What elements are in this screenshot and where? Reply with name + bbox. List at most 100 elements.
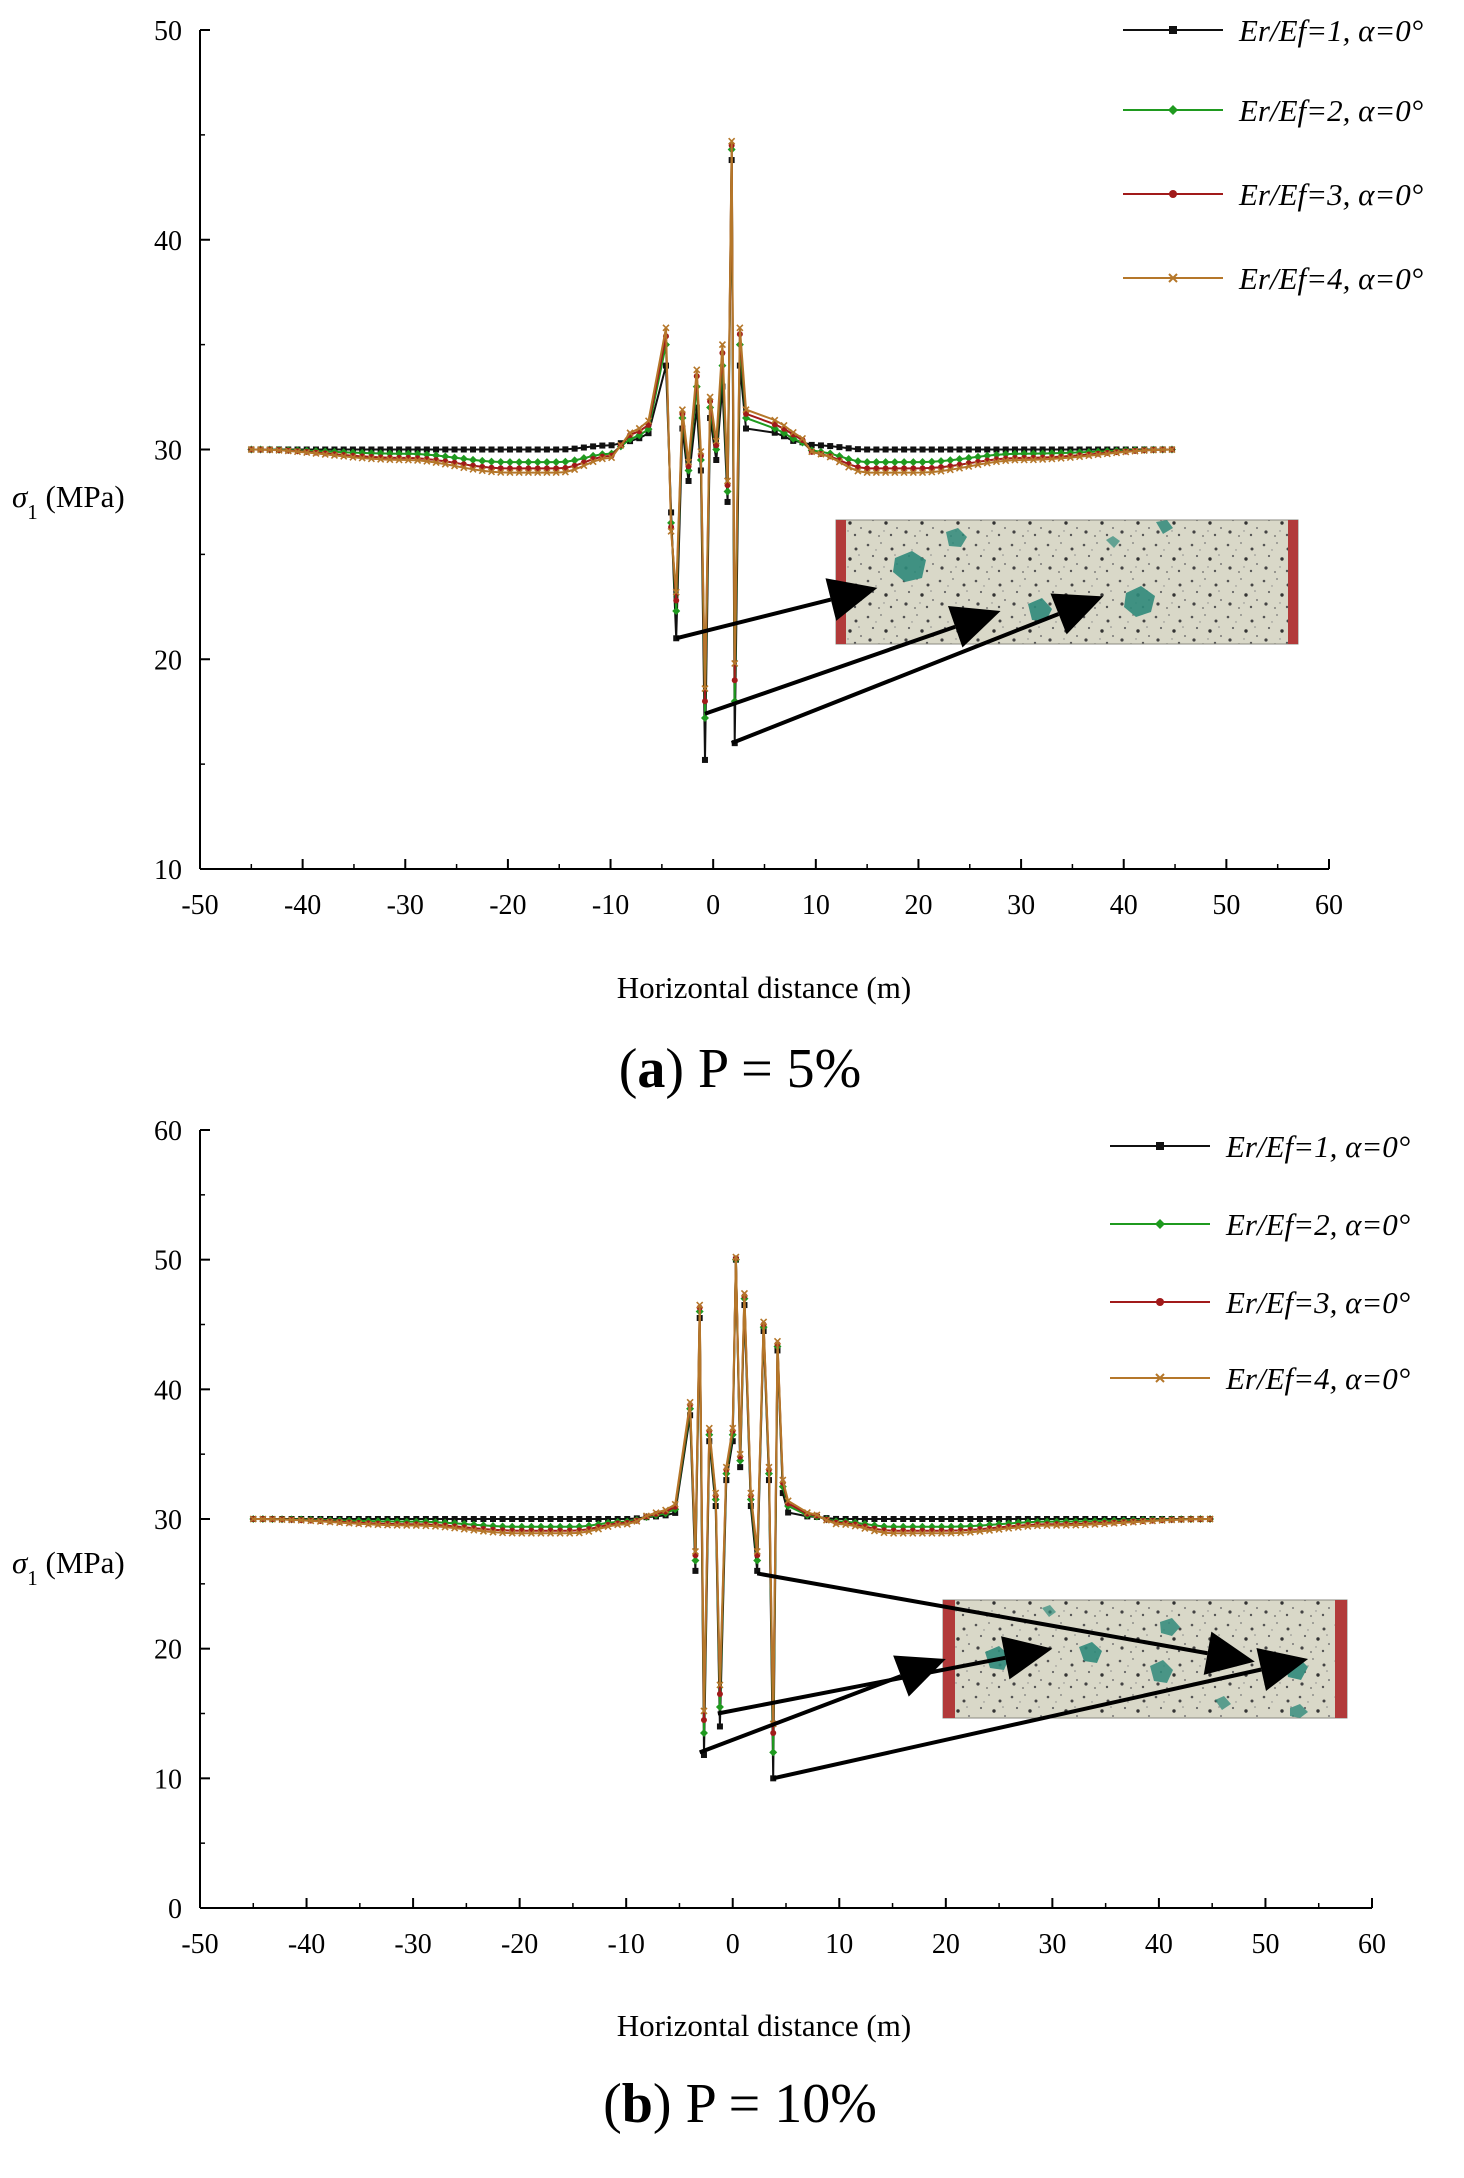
- data-point: [1020, 456, 1028, 464]
- legend-item: Er/Ef=1, α=0°: [1110, 1129, 1410, 1164]
- data-point: [871, 1516, 878, 1522]
- data-point: [919, 465, 926, 472]
- data-point: [469, 465, 477, 473]
- legend-item: Er/Ef=2, α=0°: [1110, 1207, 1410, 1242]
- data-point: [771, 416, 779, 424]
- data-point: [451, 1516, 458, 1522]
- data-point: [469, 455, 478, 464]
- data-point: [1131, 447, 1139, 455]
- x-tick-label: 10: [825, 1929, 853, 1960]
- data-point: [1112, 449, 1121, 457]
- data-point: [515, 458, 524, 467]
- data-point: [1033, 1522, 1042, 1530]
- data-point: [872, 458, 881, 467]
- data-point: [414, 456, 422, 464]
- data-point: [873, 446, 880, 453]
- data-point: [441, 460, 449, 468]
- arrow-shaft: [704, 624, 956, 716]
- data-point: [672, 588, 680, 596]
- y-tick-label: 40: [154, 1375, 182, 1406]
- data-point: [700, 1707, 708, 1715]
- data-point: [1159, 446, 1167, 454]
- data-point: [570, 456, 579, 465]
- data-point: [743, 425, 750, 432]
- arrow-shaft: [756, 1571, 1208, 1656]
- data-point: [813, 1511, 821, 1519]
- data-point: [405, 446, 412, 453]
- data-point: [882, 465, 889, 472]
- y-tick-label: 30: [154, 436, 182, 467]
- data-point: [701, 698, 708, 705]
- data-point: [928, 1529, 936, 1537]
- data-point: [608, 454, 616, 462]
- data-point: [543, 469, 551, 477]
- data-point: [377, 455, 385, 463]
- data-point: [700, 713, 709, 722]
- data-point: [451, 446, 458, 453]
- annotation-arrow: [756, 1571, 1255, 1675]
- arrow-head: [825, 578, 878, 621]
- data-point: [1024, 1522, 1032, 1531]
- y-tick-label: 50: [154, 16, 182, 47]
- x-tick-label: -40: [288, 1929, 325, 1960]
- data-point: [947, 1529, 955, 1537]
- annotation-arrow: [772, 1648, 1309, 1781]
- data-point: [524, 458, 533, 467]
- x-tick-label: -10: [592, 890, 629, 921]
- data-point: [984, 446, 991, 453]
- x-tick-label: -50: [181, 1929, 218, 1960]
- data-point: [1076, 453, 1084, 461]
- panel-a: -50 -40 -30 -20 -10 0 10 20 30 40 50 60 1020304050 …: [12, 13, 1423, 1100]
- x-tick-label: 20: [932, 1929, 960, 1960]
- data-point: [579, 454, 588, 463]
- data-point: [955, 455, 964, 464]
- data-point: [355, 1520, 363, 1528]
- data-point: [479, 446, 486, 453]
- data-point: [938, 446, 945, 453]
- data-point: [1072, 1521, 1080, 1529]
- data-point: [552, 469, 560, 477]
- data-point: [712, 1489, 720, 1497]
- data-point: [956, 446, 963, 453]
- data-point: [497, 468, 505, 476]
- data-point: [1129, 1518, 1137, 1526]
- data-point: [716, 1681, 724, 1689]
- data-point: [256, 446, 265, 454]
- data-point: [890, 1516, 897, 1522]
- x-tick-label: 40: [1110, 890, 1138, 921]
- annotation-arrow: [698, 1655, 946, 1755]
- data-point: [499, 1529, 507, 1537]
- data-point: [528, 1516, 535, 1522]
- data-point: [268, 1515, 277, 1523]
- x-tick-label: 50: [1251, 1929, 1279, 1960]
- data-point: [864, 465, 871, 472]
- data-point: [374, 1521, 382, 1529]
- data-point: [697, 448, 705, 456]
- annotation-arrow: [717, 1636, 1053, 1716]
- y-tick-label: 40: [154, 226, 182, 257]
- data-point: [278, 1515, 286, 1524]
- data-point: [412, 1521, 420, 1530]
- data-point: [996, 1516, 1003, 1522]
- data-point: [516, 465, 523, 472]
- data-point: [854, 446, 861, 453]
- data-point: [367, 455, 375, 463]
- data-point: [1120, 1519, 1128, 1527]
- data-point: [966, 1528, 974, 1536]
- x-tick-label: 40: [1145, 1929, 1173, 1960]
- data-point: [946, 466, 954, 474]
- data-point: [731, 677, 738, 684]
- data-point: [509, 1516, 516, 1522]
- data-point: [938, 1516, 945, 1522]
- data-point: [724, 482, 731, 489]
- data-point: [844, 455, 853, 464]
- data-point: [701, 685, 709, 693]
- data-point: [957, 1529, 965, 1537]
- data-point: [946, 456, 955, 465]
- data-point: [413, 449, 422, 458]
- series-line: [253, 1257, 1211, 1724]
- data-point: [742, 406, 750, 414]
- data-point: [854, 467, 862, 475]
- data-point: [1005, 1524, 1013, 1532]
- data-point: [478, 456, 487, 465]
